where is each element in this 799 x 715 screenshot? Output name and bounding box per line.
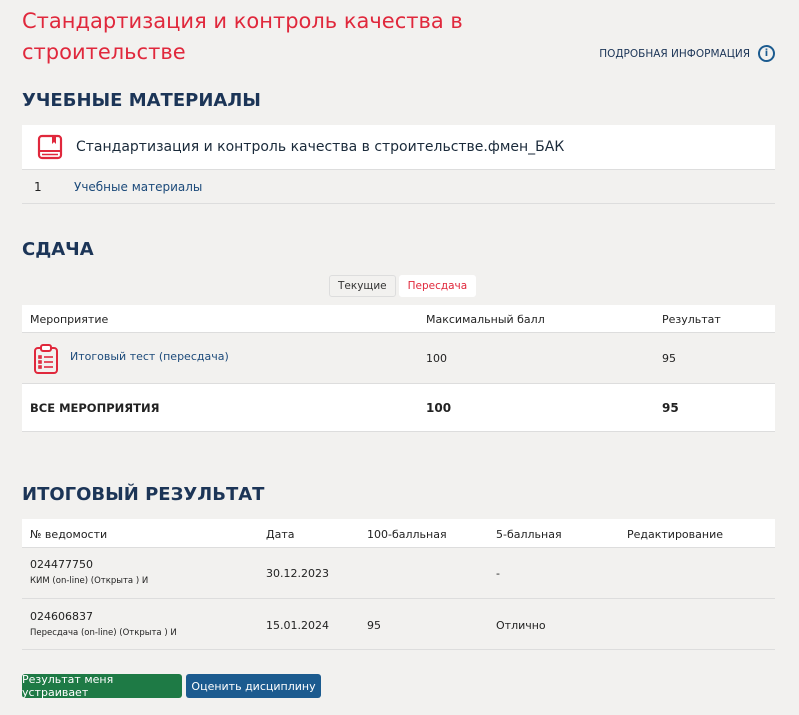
col-event: Мероприятие	[30, 313, 109, 326]
course-name: Стандартизация и контроль качества в стр…	[76, 139, 565, 155]
col-100: 100-балльная	[367, 528, 447, 541]
sheet-date: 15.01.2024	[266, 619, 329, 632]
more-info-link[interactable]: ПОДРОБНАЯ ИНФОРМАЦИЯ i	[599, 45, 775, 62]
info-icon: i	[758, 45, 775, 62]
materials-item[interactable]: 1 Учебные материалы	[22, 170, 775, 204]
exam-tabs: Текущие Пересдача	[329, 275, 477, 297]
col-edit: Редактирование	[627, 528, 723, 541]
event-max: 100	[426, 352, 447, 365]
sheet-id: 024477750	[30, 558, 93, 571]
total-row: ВСЕ МЕРОПРИЯТИЯ 100 95	[22, 384, 775, 432]
table-row: 024477750 КИМ (on-line) (Открыта ) И 30.…	[22, 548, 775, 599]
materials-heading: УЧЕБНЫЕ МАТЕРИАЛЫ	[22, 90, 261, 111]
book-icon	[37, 134, 63, 160]
total-label: ВСЕ МЕРОПРИЯТИЯ	[30, 401, 160, 415]
total-max: 100	[426, 401, 452, 415]
sheet-sub: КИМ (on-line) (Открыта ) И	[30, 576, 149, 586]
sheet-100: 95	[367, 619, 381, 632]
rate-discipline-button[interactable]: Оценить дисциплину	[186, 674, 321, 698]
final-heading: ИТОГОВЫЙ РЕЗУЛЬТАТ	[22, 484, 265, 505]
page-title: Стандартизация и контроль качества в стр…	[22, 9, 463, 64]
exam-heading: СДАЧА	[22, 239, 94, 260]
final-table-header: № ведомости Дата 100-балльная 5-балльная…	[22, 519, 775, 548]
sheet-5: -	[496, 567, 500, 580]
table-row: Итоговый тест (пересдача) 100 95	[22, 333, 775, 384]
sheet-5: Отлично	[496, 619, 546, 632]
tab-current[interactable]: Текущие	[329, 275, 396, 297]
col-date: Дата	[266, 528, 295, 541]
clipboard-icon	[34, 344, 58, 374]
col-sheet: № ведомости	[30, 528, 108, 541]
total-result: 95	[662, 401, 679, 415]
more-info-label: ПОДРОБНАЯ ИНФОРМАЦИЯ	[599, 47, 750, 60]
course-card[interactable]: Стандартизация и контроль качества в стр…	[22, 125, 775, 170]
sheet-sub: Пересдача (on-line) (Открыта ) И	[30, 628, 177, 638]
col-result: Результат	[662, 313, 721, 326]
item-link[interactable]: Учебные материалы	[74, 179, 203, 194]
col-5: 5-балльная	[496, 528, 562, 541]
table-row: 024606837 Пересдача (on-line) (Открыта )…	[22, 599, 775, 650]
item-number: 1	[34, 179, 42, 194]
exam-table-header: Мероприятие Максимальный балл Результат	[22, 305, 775, 333]
tab-retake[interactable]: Пересдача	[398, 275, 477, 297]
accept-result-button[interactable]: Результат меня устраивает	[22, 673, 182, 699]
col-max: Максимальный балл	[426, 313, 545, 326]
event-link[interactable]: Итоговый тест (пересдача)	[70, 350, 229, 363]
sheet-id: 024606837	[30, 610, 93, 623]
sheet-date: 30.12.2023	[266, 567, 329, 580]
event-result: 95	[662, 352, 676, 365]
